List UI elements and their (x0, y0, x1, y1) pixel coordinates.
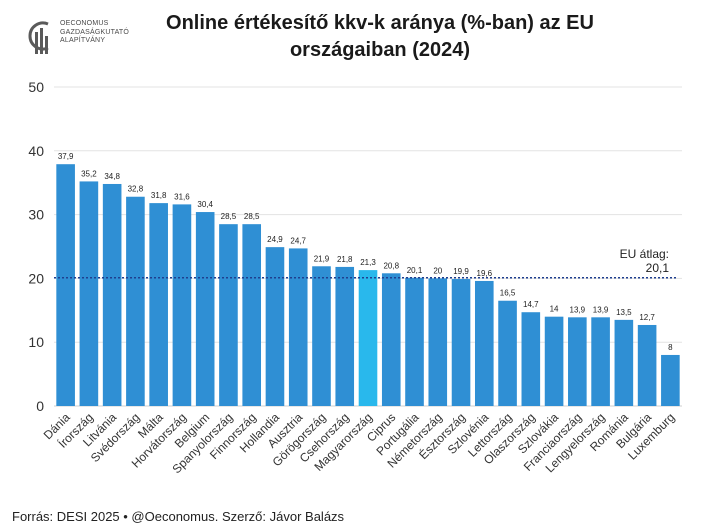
source-note: Forrás: DESI 2025 • @Oeconomus. Szerző: … (12, 509, 345, 524)
logo: OECONOMUS GAZDASÁGKUTATÓ ALAPÍTVÁNY (26, 18, 156, 58)
data-label: 35,2 (81, 169, 97, 178)
eu-average-label: EU átlag: (620, 247, 669, 261)
bar (126, 196, 145, 406)
bar (79, 181, 99, 406)
logo-text: OECONOMUS GAZDASÁGKUTATÓ ALAPÍTVÁNY (60, 20, 129, 46)
data-label: 19,6 (477, 269, 493, 278)
data-label: 8 (668, 343, 673, 352)
y-tick-label: 30 (28, 207, 44, 223)
bar (451, 279, 471, 406)
bar (405, 277, 424, 406)
chart-title: Online értékesítő kkv-k aránya (%-ban) a… (166, 12, 594, 61)
bar (568, 317, 587, 406)
y-tick-label: 0 (36, 398, 44, 414)
bar (56, 164, 75, 406)
data-label: 24,7 (290, 236, 306, 245)
bar (521, 312, 541, 406)
data-label: 34,8 (104, 172, 120, 181)
bar (498, 300, 517, 406)
y-tick-label: 20 (28, 270, 44, 286)
data-label: 16,5 (500, 289, 516, 298)
data-label: 31,8 (151, 191, 167, 200)
data-label: 14,7 (523, 300, 539, 309)
data-label: 28,5 (221, 212, 237, 221)
data-label: 31,6 (174, 192, 190, 201)
logo-line-2: GAZDASÁGKUTATÓ (60, 28, 130, 36)
bar (219, 224, 238, 406)
data-label: 32,8 (128, 185, 144, 194)
bar (381, 273, 401, 406)
data-label: 37,9 (58, 152, 74, 161)
bar (358, 270, 378, 406)
logo-line-3: ALAPÍTVÁNY (60, 37, 106, 44)
bar (614, 319, 634, 406)
data-label: 13,9 (570, 305, 586, 314)
bar (591, 317, 610, 406)
data-label: 19,9 (453, 267, 469, 276)
logo-line-1: OECONOMUS (60, 20, 109, 27)
bar (102, 183, 122, 406)
data-label: 20 (433, 266, 442, 275)
bar (172, 204, 192, 406)
bar (312, 266, 331, 406)
data-label: 20,1 (407, 266, 423, 275)
bar (195, 212, 215, 406)
data-label: 30,4 (197, 200, 213, 209)
bar (544, 316, 564, 406)
data-label: 21,8 (337, 255, 353, 264)
y-tick-label: 50 (28, 79, 44, 95)
data-label: 21,3 (360, 258, 376, 267)
eu-average-value: 20,1 (646, 261, 670, 275)
bar (637, 324, 657, 406)
data-label: 28,5 (244, 212, 260, 221)
data-label: 21,9 (314, 254, 330, 263)
bar (288, 248, 308, 406)
bar (335, 266, 355, 406)
bar (242, 224, 262, 406)
bar (149, 203, 168, 406)
y-tick-label: 10 (28, 334, 44, 350)
data-label: 12,7 (639, 313, 655, 322)
bar (265, 247, 285, 406)
data-label: 13,9 (593, 305, 609, 314)
bar (428, 278, 448, 406)
bar (474, 280, 494, 406)
bar (661, 354, 680, 406)
y-tick-label: 40 (28, 143, 44, 159)
data-label: 14 (550, 305, 559, 314)
data-label: 24,9 (267, 235, 283, 244)
data-label: 13,5 (616, 308, 632, 317)
logo-icon (28, 21, 49, 54)
data-label: 20,8 (383, 261, 399, 270)
